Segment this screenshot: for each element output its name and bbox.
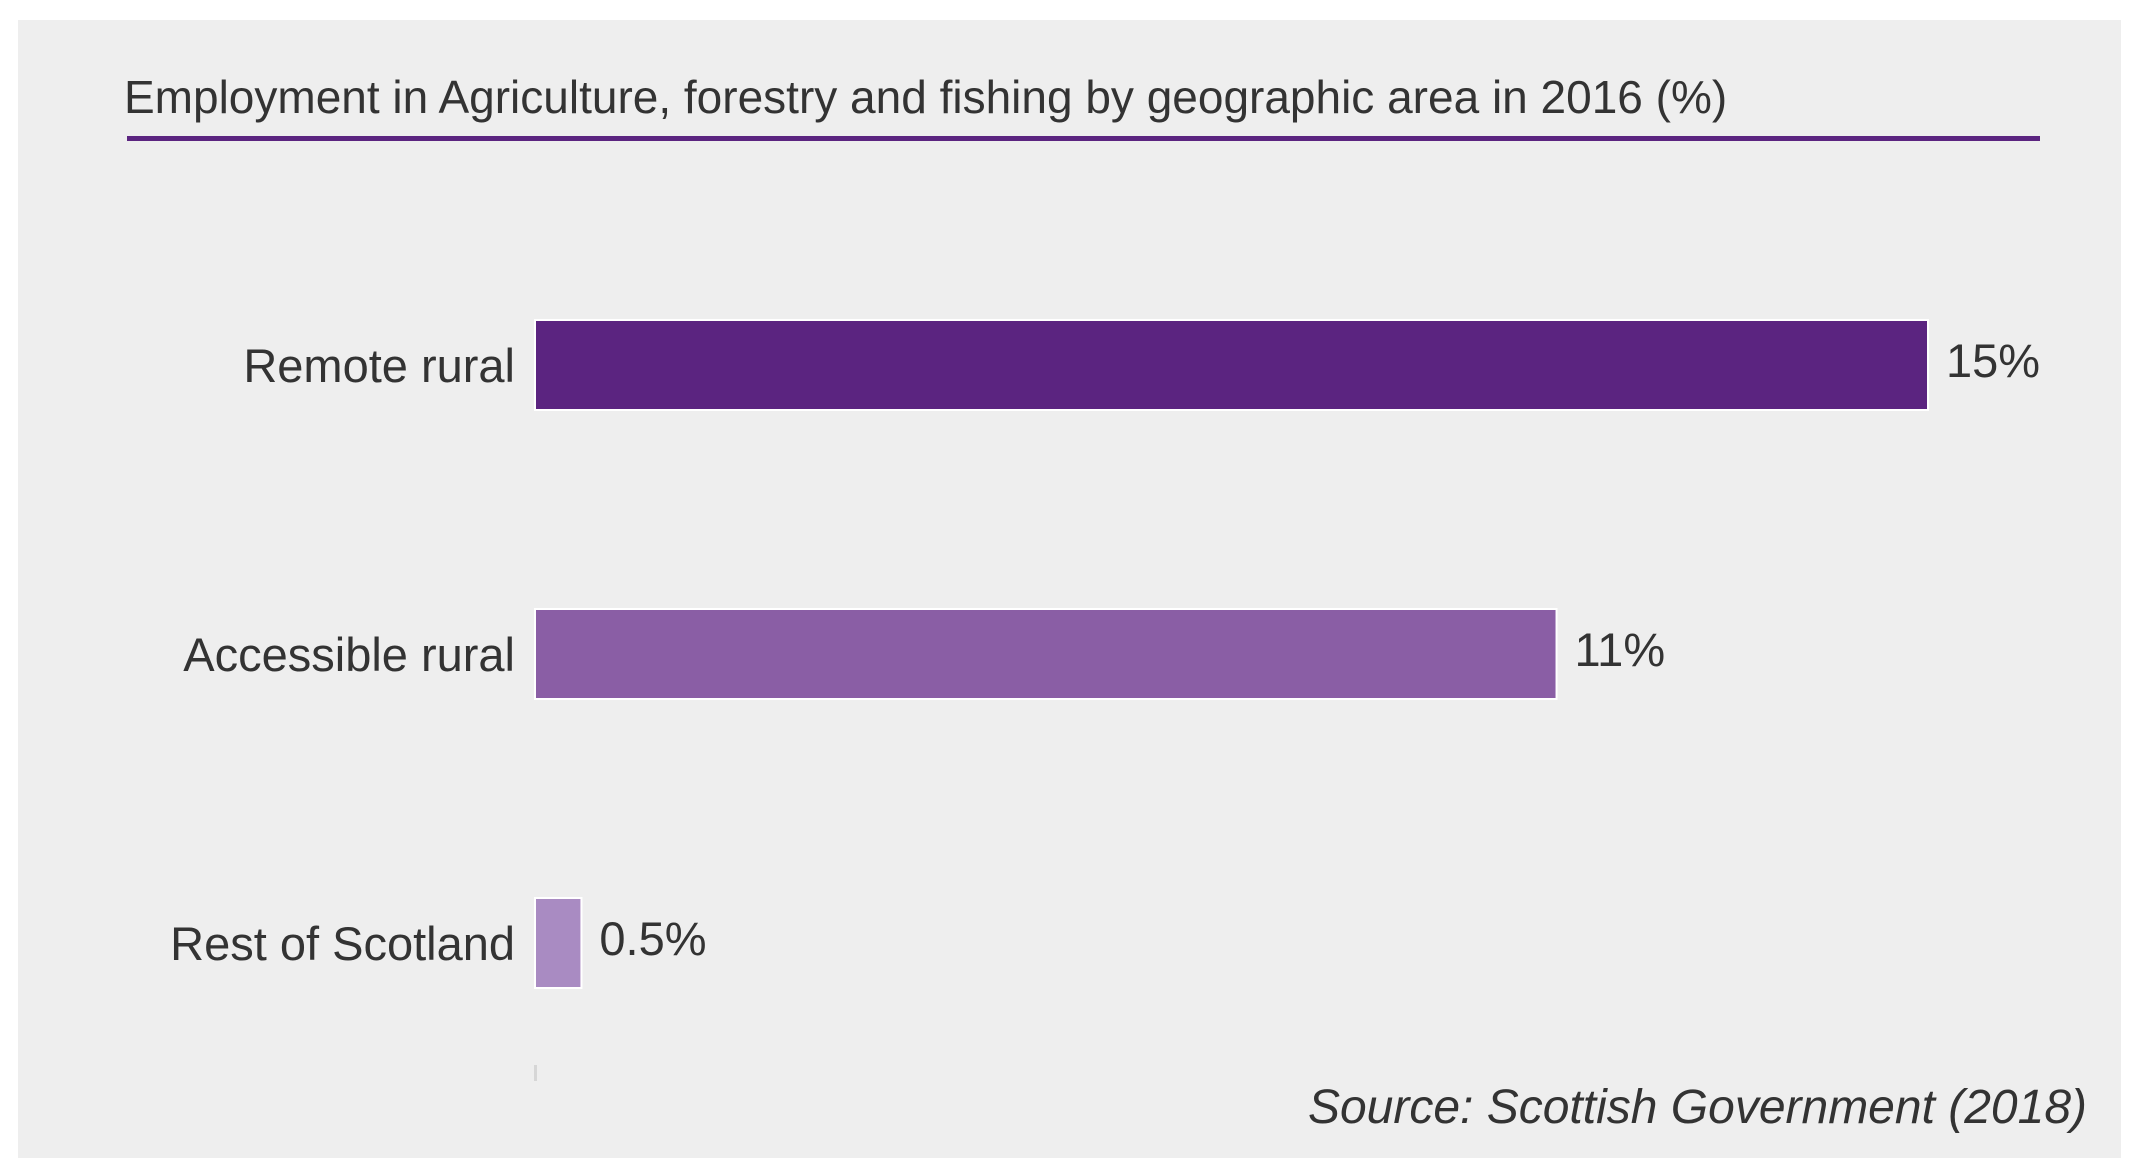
bar-chart: Remote rural 15% Accessible rural 11% Rest o…: [170, 319, 2040, 1081]
data-label: 0.5%: [599, 912, 706, 965]
bar: [534, 319, 1929, 411]
category-label: Remote rural: [243, 339, 515, 392]
chart-panel: Employment in Agriculture, forestry and …: [18, 20, 2121, 1158]
data-label: 11%: [1575, 623, 1666, 676]
bar: [534, 608, 1558, 700]
category-label: Accessible rural: [183, 628, 515, 681]
category-label: Rest of Scotland: [170, 917, 515, 970]
source-note: Source: Scottish Government (2018): [1307, 1081, 2087, 1134]
x-axis-zero-tick: [534, 1065, 537, 1081]
title-underline: [127, 136, 2040, 141]
chart-title: Employment in Agriculture, forestry and …: [124, 71, 1728, 123]
bar: [534, 897, 583, 989]
data-label: 15%: [1946, 334, 2040, 387]
